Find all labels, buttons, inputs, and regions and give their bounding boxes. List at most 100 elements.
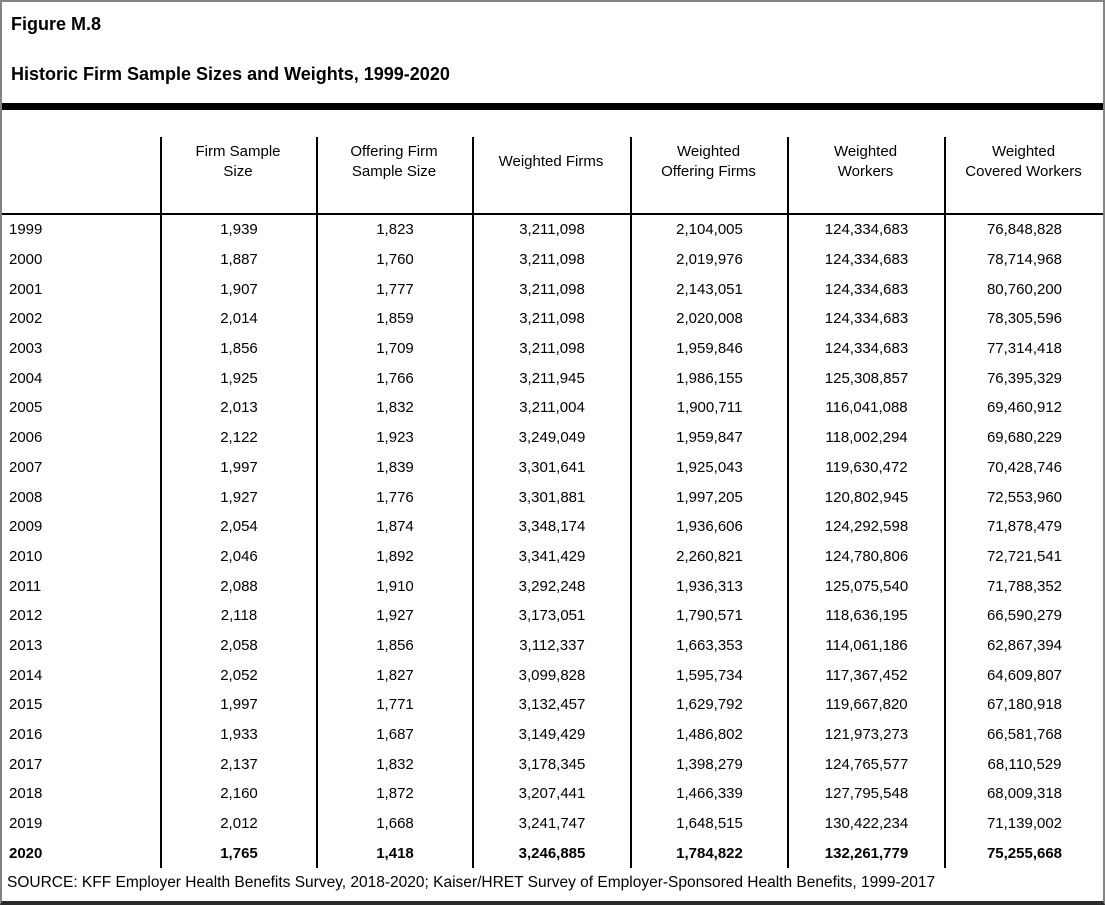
value-cell: 3,211,098 xyxy=(472,274,630,305)
value-cell: 1,856 xyxy=(160,333,316,364)
value-cell: 78,305,596 xyxy=(944,304,1103,334)
year-cell: 2006 xyxy=(9,429,43,447)
value-cell: 1,933 xyxy=(160,719,316,750)
value-cell: 1,839 xyxy=(316,452,472,483)
year-cell: 2008 xyxy=(9,488,43,506)
value-cell: 1,766 xyxy=(316,363,472,394)
value-cell: 3,112,337 xyxy=(472,630,630,661)
table-row: 2014 2,052 1,827 3,099,828 1,595,734 117,367,… xyxy=(2,660,1103,690)
value-cell: 3,149,429 xyxy=(472,719,630,750)
value-cell: 1,765 xyxy=(160,838,316,869)
value-cell: 2,019,976 xyxy=(630,244,787,275)
value-cell: 66,581,768 xyxy=(944,719,1103,750)
value-cell: 1,668 xyxy=(316,808,472,839)
year-cell: 2011 xyxy=(9,577,42,595)
header-row: Firm Sample Size Offering Firm Sample Si… xyxy=(2,110,1103,215)
table-row: 2000 1,887 1,760 3,211,098 2,019,976 124,334,… xyxy=(2,244,1103,275)
value-cell: 3,132,457 xyxy=(472,690,630,720)
value-cell: 1,923 xyxy=(316,422,472,453)
year-cell: 2013 xyxy=(9,636,43,654)
value-cell: 2,052 xyxy=(160,660,316,690)
value-cell: 1,629,792 xyxy=(630,690,787,720)
year-cell: 2018 xyxy=(9,785,43,803)
value-cell: 2,118 xyxy=(160,600,316,631)
table-row: 2013 2,058 1,856 3,112,337 1,663,353 114,061,… xyxy=(2,630,1103,661)
value-cell: 119,667,820 xyxy=(787,690,944,720)
year-cell: 2012 xyxy=(9,607,43,625)
table-row: 2012 2,118 1,927 3,173,051 1,790,571 118,636,… xyxy=(2,600,1103,631)
table-row: 2009 2,054 1,874 3,348,174 1,936,606 124,292,… xyxy=(2,511,1103,542)
value-cell: 2,104,005 xyxy=(630,215,787,245)
value-cell: 3,341,429 xyxy=(472,541,630,572)
value-cell: 116,041,088 xyxy=(787,393,944,423)
table-row: 2006 2,122 1,923 3,249,049 1,959,847 118,002,… xyxy=(2,422,1103,453)
value-cell: 1,986,155 xyxy=(630,363,787,394)
value-cell: 62,867,394 xyxy=(944,630,1103,661)
value-cell: 69,460,912 xyxy=(944,393,1103,423)
table-row: 2001 1,907 1,777 3,211,098 2,143,051 124,334,… xyxy=(2,274,1103,305)
value-cell: 1,823 xyxy=(316,215,472,245)
value-cell: 77,314,418 xyxy=(944,333,1103,364)
table-row: 2008 1,927 1,776 3,301,881 1,997,205 120,802,… xyxy=(2,482,1103,512)
table-row: 2011 2,088 1,910 3,292,248 1,936,313 125,075,… xyxy=(2,571,1103,601)
table-row: 2010 2,046 1,892 3,341,429 2,260,821 124,780,… xyxy=(2,541,1103,572)
value-cell: 2,046 xyxy=(160,541,316,572)
value-cell: 70,428,746 xyxy=(944,452,1103,483)
column-header-weighted-firms: Weighted Firms xyxy=(472,110,630,215)
table-body: 1999 1,939 1,823 3,211,098 2,104,005 124,334,… xyxy=(2,215,1103,869)
value-cell: 80,760,200 xyxy=(944,274,1103,305)
value-cell: 1,595,734 xyxy=(630,660,787,690)
value-cell: 117,367,452 xyxy=(787,660,944,690)
column-header-firm-sample-size: Firm Sample Size xyxy=(160,110,316,215)
value-cell: 130,422,234 xyxy=(787,808,944,839)
year-cell: 1999 xyxy=(9,221,43,239)
value-cell: 118,636,195 xyxy=(787,600,944,631)
title-divider xyxy=(2,103,1103,110)
value-cell: 1,910 xyxy=(316,571,472,601)
value-cell: 3,207,441 xyxy=(472,779,630,809)
table-row: 1999 1,939 1,823 3,211,098 2,104,005 124,334,… xyxy=(2,215,1103,245)
value-cell: 2,260,821 xyxy=(630,541,787,572)
value-cell: 2,054 xyxy=(160,511,316,542)
figure-label: Figure M.8 xyxy=(11,14,102,34)
value-cell: 124,334,683 xyxy=(787,304,944,334)
value-cell: 76,395,329 xyxy=(944,363,1103,394)
value-cell: 3,173,051 xyxy=(472,600,630,631)
year-cell: 2000 xyxy=(9,251,43,269)
value-cell: 1,687 xyxy=(316,719,472,750)
value-cell: 124,780,806 xyxy=(787,541,944,572)
value-cell: 118,002,294 xyxy=(787,422,944,453)
value-cell: 1,997 xyxy=(160,690,316,720)
value-cell: 1,925 xyxy=(160,363,316,394)
year-cell: 2003 xyxy=(9,340,43,358)
table-row: 2017 2,137 1,832 3,178,345 1,398,279 124,765,… xyxy=(2,749,1103,780)
value-cell: 1,936,606 xyxy=(630,511,787,542)
year-cell: 2017 xyxy=(9,755,43,773)
year-cell: 2010 xyxy=(9,547,43,565)
year-cell: 2016 xyxy=(9,726,43,744)
value-cell: 1,771 xyxy=(316,690,472,720)
table-row: 2002 2,014 1,859 3,211,098 2,020,008 124,334,… xyxy=(2,304,1103,334)
value-cell: 2,058 xyxy=(160,630,316,661)
value-cell: 72,721,541 xyxy=(944,541,1103,572)
table-row: 2003 1,856 1,709 3,211,098 1,959,846 124,334,… xyxy=(2,333,1103,364)
value-cell: 68,110,529 xyxy=(944,749,1103,780)
value-cell: 1,648,515 xyxy=(630,808,787,839)
value-cell: 124,292,598 xyxy=(787,511,944,542)
value-cell: 1,832 xyxy=(316,393,472,423)
table-row: 2019 2,012 1,668 3,241,747 1,648,515 130,422,… xyxy=(2,808,1103,839)
table-row: 2005 2,013 1,832 3,211,004 1,900,711 116,041,… xyxy=(2,393,1103,423)
value-cell: 78,714,968 xyxy=(944,244,1103,275)
value-cell: 1,939 xyxy=(160,215,316,245)
value-cell: 76,848,828 xyxy=(944,215,1103,245)
value-cell: 1,936,313 xyxy=(630,571,787,601)
value-cell: 124,334,683 xyxy=(787,333,944,364)
value-cell: 1,892 xyxy=(316,541,472,572)
value-cell: 3,211,098 xyxy=(472,304,630,334)
value-cell: 1,907 xyxy=(160,274,316,305)
value-cell: 1,997 xyxy=(160,452,316,483)
value-cell: 3,301,881 xyxy=(472,482,630,512)
year-cell: 2014 xyxy=(9,666,43,684)
value-cell: 1,874 xyxy=(316,511,472,542)
figure-title: Historic Firm Sample Sizes and Weights, … xyxy=(11,64,450,84)
